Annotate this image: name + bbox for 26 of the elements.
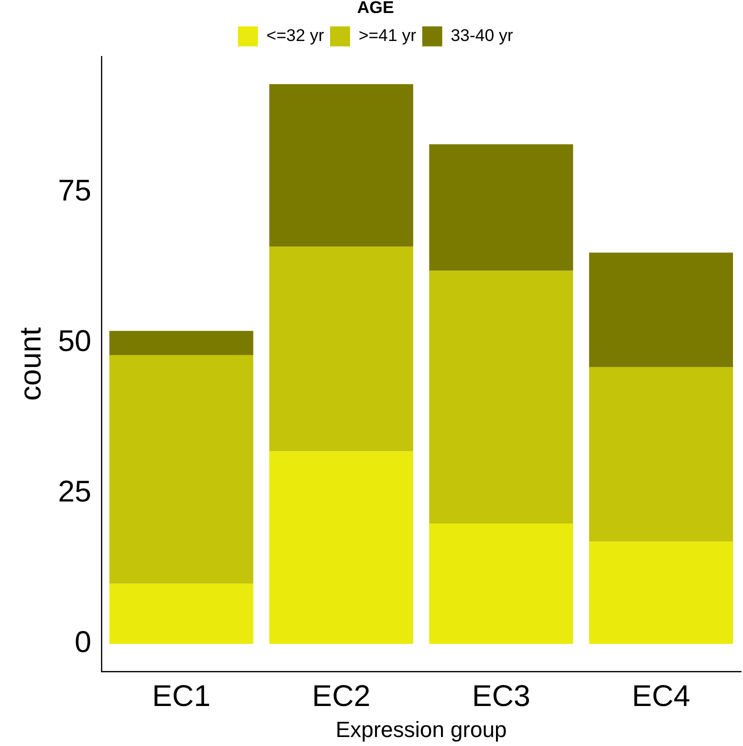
x-axis-title: Expression group (336, 716, 507, 742)
x-tick-label: EC1 (152, 680, 211, 713)
bar (429, 144, 574, 271)
bar (429, 270, 574, 524)
bar (109, 330, 254, 355)
bar (589, 367, 734, 542)
bar (269, 451, 414, 644)
bar (589, 252, 734, 368)
bar (109, 354, 254, 584)
bar (589, 542, 734, 644)
legend-label: >=41 yr (358, 26, 417, 46)
legend-label: <=32 yr (266, 26, 324, 46)
x-tick-label: EC4 (632, 680, 690, 713)
y-tick-label: 75 (58, 174, 92, 208)
bar (269, 246, 414, 452)
y-tick-label: 25 (58, 476, 92, 509)
y-tick-label: 0 (74, 626, 92, 660)
bar (109, 584, 254, 644)
y-axis-title: count (14, 326, 48, 401)
y-tick-label: 50 (58, 325, 92, 358)
legend-title: AGE (357, 0, 394, 18)
bar (269, 84, 414, 247)
legend-label: 33-40 yr (450, 26, 514, 46)
x-tick-label: EC2 (312, 680, 370, 713)
x-tick-label: EC3 (472, 680, 530, 713)
bar (429, 524, 574, 644)
